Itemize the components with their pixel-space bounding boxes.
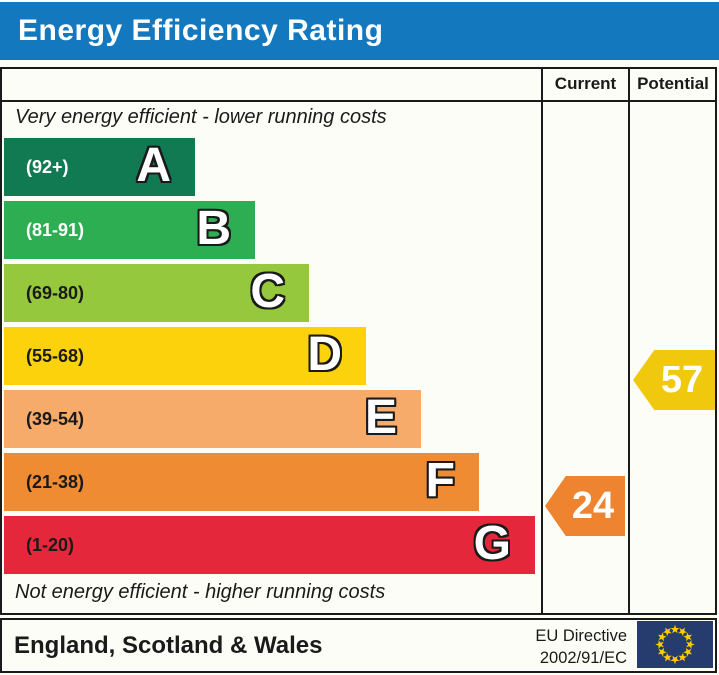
band-grade-letter: B (196, 202, 231, 256)
band-range-label: (69-80) (26, 282, 85, 303)
rating-band-a: (92+) A (4, 138, 195, 196)
footer-frame (0, 618, 717, 673)
potential-column-divider (628, 67, 630, 615)
title-bar: Energy Efficiency Rating (0, 2, 719, 60)
potential-rating-value: 57 (660, 358, 704, 401)
band-grade-letter: A (136, 139, 171, 193)
band-range-label: (1-20) (26, 534, 75, 555)
band-range-label: (81-91) (26, 219, 85, 240)
rating-band-c: (69-80) C (4, 264, 309, 322)
eu-directive-label: EU Directive 2002/91/EC (535, 625, 627, 669)
header-divider (0, 100, 717, 102)
band-grade-letter: D (307, 328, 342, 382)
current-column-divider (541, 67, 543, 615)
rating-band-b: (81-91) B (4, 201, 255, 259)
bottom-note: Not energy efficient - higher running co… (15, 581, 386, 603)
band-range-label: (92+) (26, 156, 69, 177)
page-title: Energy Efficiency Rating (18, 14, 384, 47)
current-rating-value: 24 (571, 484, 615, 527)
footer-region-label: England, Scotland & Wales (14, 631, 323, 659)
band-range-label: (21-38) (26, 471, 85, 492)
potential-column-header: Potential (637, 74, 709, 93)
top-note: Very energy efficient - lower running co… (15, 106, 387, 128)
eu-directive-line2: 2002/91/EC (539, 649, 627, 667)
eu-directive-line1: EU Directive (535, 627, 627, 645)
rating-band-d: (55-68) D (4, 327, 366, 385)
band-range-label: (55-68) (26, 345, 85, 366)
current-column-header: Current (554, 74, 617, 93)
eu-flag-icon (637, 621, 713, 668)
rating-band-g: (1-20) G (4, 516, 535, 574)
band-grade-letter: F (425, 454, 455, 508)
band-range-label: (39-54) (26, 408, 85, 429)
band-grade-letter: E (364, 391, 397, 445)
rating-band-e: (39-54) E (4, 390, 421, 448)
rating-band-f: (21-38) F (4, 453, 479, 511)
band-grade-letter: G (473, 517, 511, 571)
band-grade-letter: C (250, 265, 285, 319)
